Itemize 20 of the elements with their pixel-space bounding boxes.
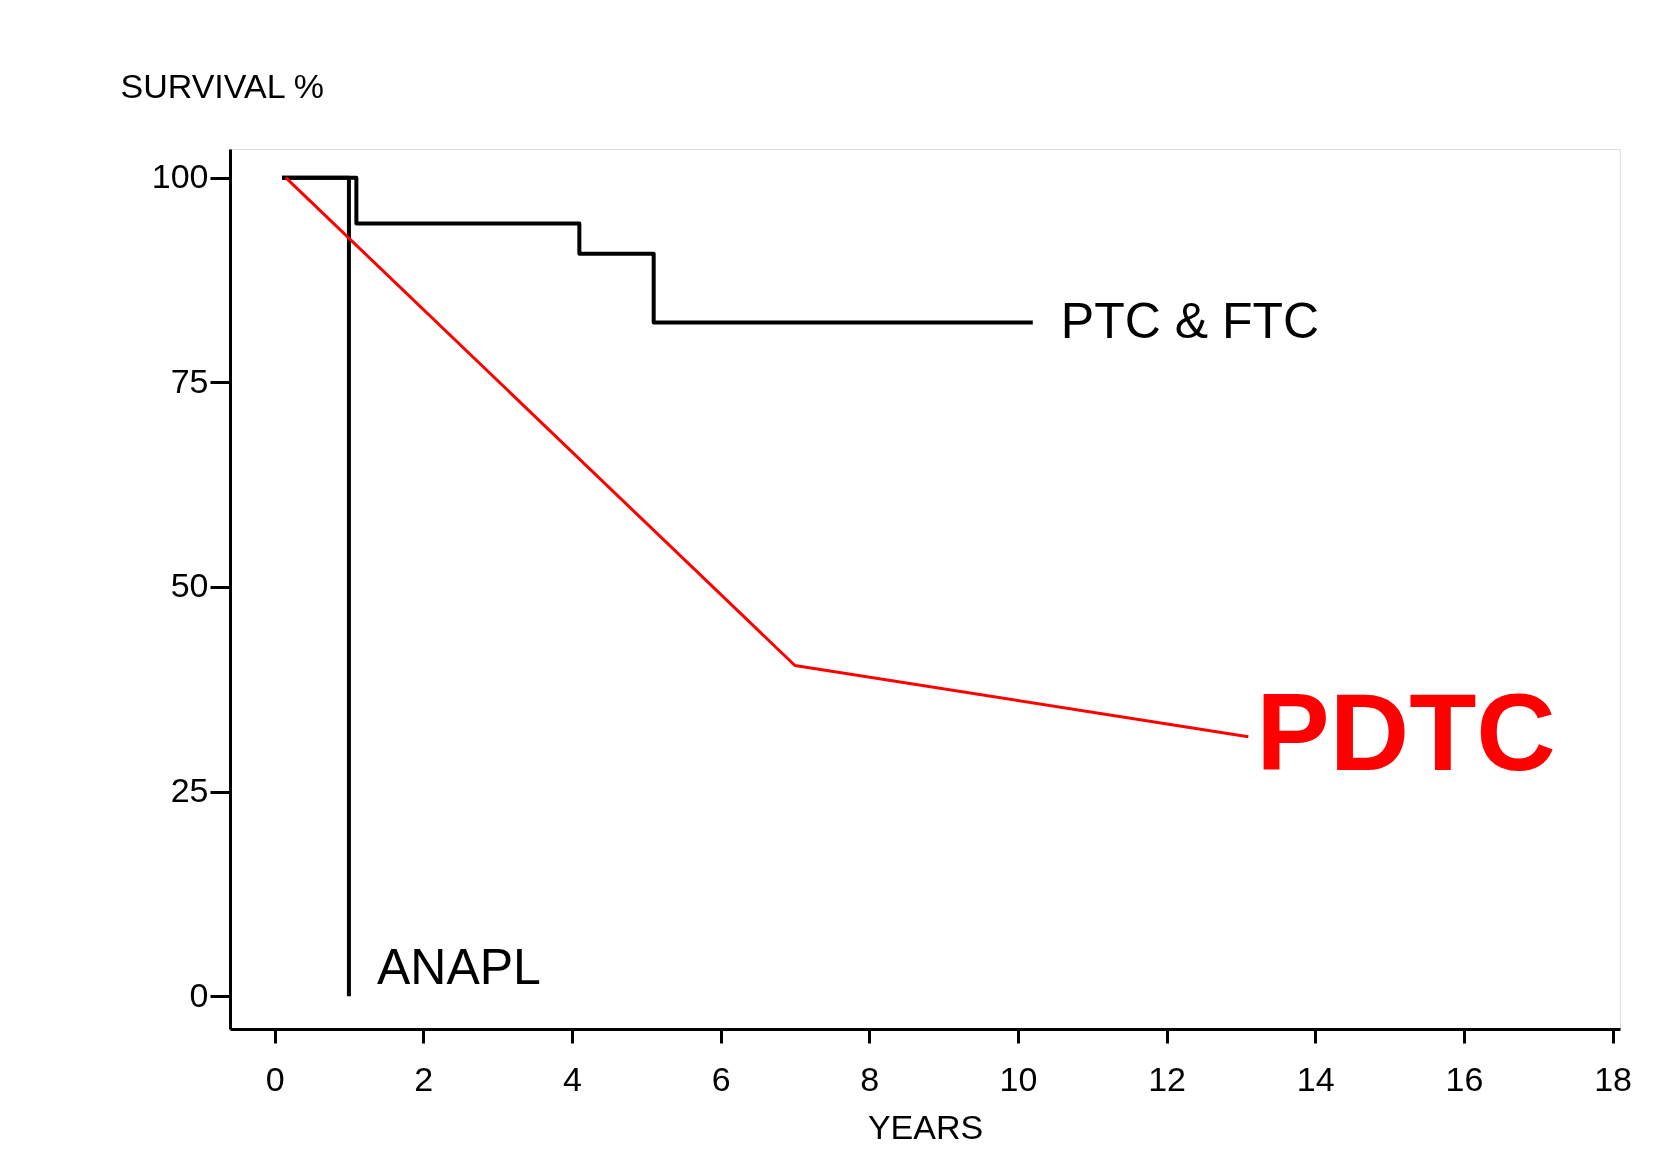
series-label: ANAPL <box>376 939 541 996</box>
x-tick-label: 12 <box>1148 1059 1186 1098</box>
x-axis-title: YEARS <box>867 1107 984 1146</box>
y-tick-label: 100 <box>151 157 209 196</box>
x-tick-label: 0 <box>265 1059 285 1098</box>
series-label: PDTC <box>1256 669 1556 793</box>
x-tick-label: 18 <box>1594 1059 1632 1098</box>
x-tick-label: 14 <box>1296 1059 1335 1098</box>
x-tick-label: 16 <box>1445 1059 1484 1098</box>
y-tick-label: 50 <box>170 566 209 605</box>
x-tick-label: 8 <box>860 1059 880 1098</box>
x-tick-label: 6 <box>711 1059 731 1098</box>
series-label: PTC & FTC <box>1060 292 1320 349</box>
x-tick-label: 10 <box>999 1059 1038 1098</box>
x-tick-label: 4 <box>562 1059 582 1098</box>
y-tick-label: 75 <box>170 361 209 400</box>
y-tick-label: 25 <box>170 771 209 810</box>
y-axis-title: SURVIVAL % <box>120 66 324 105</box>
x-tick-label: 2 <box>414 1059 434 1098</box>
y-tick-label: 0 <box>189 975 209 1014</box>
